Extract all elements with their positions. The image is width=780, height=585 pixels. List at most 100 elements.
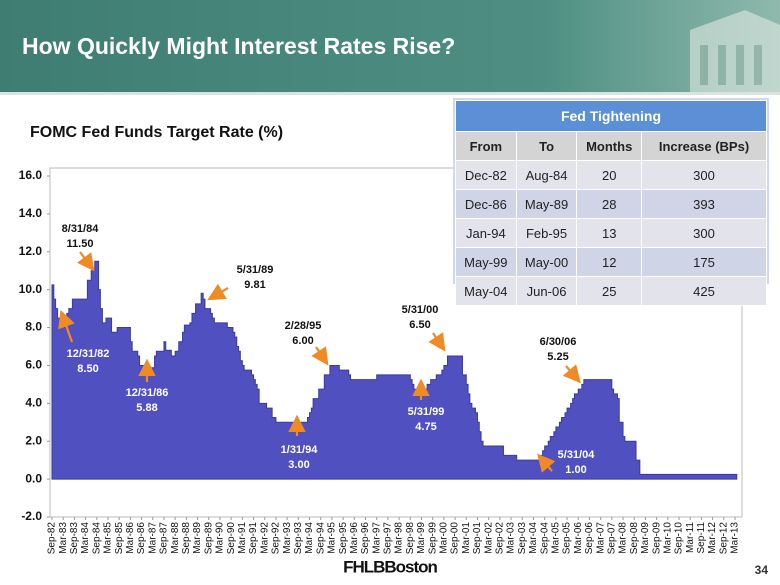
x-tick-label: Sep-88: [181, 522, 192, 555]
x-tick-label: Sep-91: [248, 522, 259, 555]
x-tick-label: Sep-07: [606, 522, 617, 555]
table-cell: Feb-95: [515, 218, 578, 248]
x-tick-label: Mar-94: [304, 522, 315, 554]
table-row: May-04 Jun-06 25 425: [455, 276, 767, 306]
x-tick-label: Mar-95: [327, 522, 338, 554]
annotation-arrow: [77, 251, 95, 272]
x-tick-label: Sep-01: [472, 522, 483, 555]
x-tick-label: Sep-00: [450, 522, 461, 555]
column-header: To: [515, 131, 578, 161]
x-tick-label: Sep-83: [69, 522, 80, 555]
annotation-value: 8.50: [77, 363, 98, 375]
x-tick-label: Mar-02: [483, 522, 494, 554]
x-tick-label: Sep-02: [495, 522, 506, 555]
x-tick-label: Mar-83: [58, 522, 69, 554]
annotation-date: 5/31/99: [408, 406, 445, 418]
x-tick-label: Sep-90: [226, 522, 237, 555]
y-tick-label: -2.0: [21, 509, 42, 523]
x-tick-label: Sep-97: [383, 522, 394, 555]
x-tick-label: Mar-00: [439, 522, 450, 554]
table-cell: 20: [576, 160, 643, 190]
x-tick-label: Sep-12: [718, 522, 729, 555]
x-tick-label: Mar-08: [618, 522, 629, 554]
table-cell: May-99: [455, 247, 517, 277]
page-number: 34: [755, 563, 769, 577]
x-tick-label: Mar-98: [394, 522, 405, 554]
x-tick-label: Mar-86: [125, 522, 136, 554]
x-tick-label: Sep-82: [47, 522, 58, 555]
y-tick-label: 14.0: [19, 206, 43, 220]
x-tick-label: Mar-89: [192, 522, 203, 554]
x-tick-label: Sep-04: [539, 522, 550, 555]
annotation-date: 5/31/04: [558, 449, 596, 461]
x-tick-label: Mar-09: [640, 522, 651, 554]
x-tick-label: Mar-04: [528, 522, 539, 554]
y-tick-label: 16.0: [19, 168, 43, 182]
y-tick-label: 0.0: [25, 471, 42, 485]
annotation-arrow: [428, 332, 446, 352]
x-tick-label: Sep-05: [562, 522, 573, 555]
x-tick-label: Mar-91: [237, 522, 248, 554]
x-tick-label: Sep-93: [293, 522, 304, 555]
annotation-arrow: [311, 346, 329, 366]
x-tick-label: Mar-88: [170, 522, 181, 554]
annotation-value: 6.50: [409, 319, 430, 331]
x-tick-label: Sep-03: [517, 522, 528, 555]
x-tick-label: Mar-06: [573, 522, 584, 554]
table-row: Jan-94 Feb-95 13 300: [455, 218, 767, 248]
annotation-value: 5.88: [136, 402, 157, 414]
table-cell: May-89: [515, 189, 578, 219]
x-tick-label: Sep-06: [584, 522, 595, 555]
x-tick-label: Sep-10: [674, 522, 685, 555]
annotation-date: 5/31/89: [237, 264, 274, 276]
x-tick-label: Mar-05: [550, 522, 561, 554]
table-cell: 13: [576, 218, 643, 248]
annotation-arrow: [537, 453, 556, 473]
x-tick-label: Mar-03: [506, 522, 517, 554]
x-tick-label: Mar-12: [707, 522, 718, 554]
x-tick-label: Mar-07: [595, 522, 606, 554]
x-tick-label: Sep-98: [405, 522, 416, 555]
annotation-date: 5/31/00: [402, 304, 439, 316]
x-tick-label: Mar-10: [662, 522, 673, 554]
table-cell: May-04: [455, 276, 517, 306]
table-cell: Aug-84: [515, 160, 578, 190]
x-tick-label: Mar-85: [103, 522, 114, 554]
x-tick-label: Sep-96: [360, 522, 371, 555]
table-row: May-99 May-00 12 175: [455, 247, 767, 277]
y-tick-label: 8.0: [25, 320, 42, 334]
table-cell: Dec-82: [455, 160, 517, 190]
table-cell: Dec-86: [455, 189, 517, 219]
x-tick-label: Mar-97: [371, 522, 382, 554]
annotation-value: 6.00: [292, 335, 313, 347]
table-cell: 12: [576, 247, 643, 277]
x-tick-label: Sep-99: [427, 522, 438, 555]
table-cell: 175: [641, 247, 767, 277]
table-cell: May-00: [515, 247, 578, 277]
rate-area: [51, 260, 738, 480]
x-tick-label: Sep-92: [271, 522, 282, 555]
y-tick-label: 4.0: [25, 396, 42, 410]
y-tick-label: 2.0: [25, 433, 42, 447]
table-header: From To Months Increase (BPs): [455, 131, 767, 161]
x-tick-label: Mar-11: [685, 522, 696, 553]
annotation-value: 11.50: [67, 238, 94, 250]
annotation-value: 9.81: [244, 279, 265, 291]
column-header: From: [455, 131, 517, 161]
x-tick-label: Mar-92: [259, 522, 270, 554]
x-tick-label: Sep-95: [338, 522, 349, 555]
column-header: Increase (BPs): [641, 131, 767, 161]
header-rule: [0, 92, 780, 95]
x-tick-label: Mar-87: [147, 522, 158, 554]
x-tick-label: Mar-96: [349, 522, 360, 554]
table-cell: 25: [576, 276, 643, 306]
logo: FHLBBoston: [343, 557, 437, 576]
y-tick-label: 6.0: [25, 358, 42, 372]
table-cell: 425: [641, 276, 767, 306]
plot-frame: [49, 167, 743, 518]
x-tick-label: Sep-89: [203, 522, 214, 555]
chart-title: FOMC Fed Funds Target Rate (%): [30, 124, 283, 141]
annotation-value: 1.00: [565, 464, 586, 476]
x-tick-label: Mar-90: [215, 522, 226, 554]
